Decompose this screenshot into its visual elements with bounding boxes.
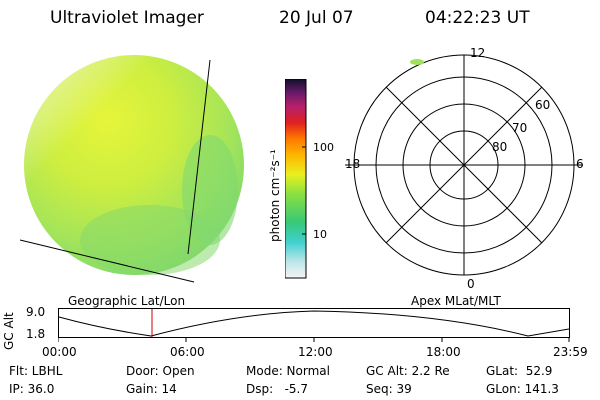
info-glat: GLat: 52.9 — [486, 364, 553, 378]
uv-disk-image — [19, 55, 244, 283]
info-ip: IP: 36.0 — [9, 382, 55, 396]
time-tick-1800: 18:00 — [426, 345, 461, 359]
aurora-patch — [410, 59, 424, 65]
info-glon: GLon: 141.3 — [486, 382, 559, 396]
instrument-title: Ultraviolet Imager — [50, 8, 204, 28]
altitude-plot — [58, 308, 570, 342]
info-seq: Seq: 39 — [366, 382, 412, 396]
time-label: 04:22:23 UT — [425, 8, 530, 28]
time-tick-0600: 06:00 — [170, 345, 205, 359]
mlt-label-18: 18 — [345, 157, 361, 171]
info-flt: Flt: LBHL — [9, 364, 63, 378]
info-mode: Mode: Normal — [246, 364, 330, 378]
colorbar-tick-100: 100 — [313, 141, 334, 154]
terminator-line — [187, 59, 211, 255]
mlt-label-0: 0 — [467, 277, 475, 291]
polar-plot — [345, 54, 583, 276]
apex-title: Apex MLat/MLT — [411, 294, 501, 308]
time-tick-2359: 23:59 — [553, 345, 588, 359]
altitude-ytick-1: 1.8 — [26, 327, 46, 341]
time-tick-0000: 00:00 — [42, 345, 77, 359]
altitude-ylabel: GC Alt — [2, 312, 16, 350]
date-label: 20 Jul 07 — [279, 8, 354, 28]
altitude-ytick-9: 9.0 — [26, 305, 46, 319]
altitude-plot-frame — [58, 308, 570, 338]
time-tick-1200: 12:00 — [298, 345, 333, 359]
colorbar — [285, 79, 307, 279]
latitude-line — [19, 239, 195, 283]
colorbar-tick-10: 10 — [313, 228, 327, 241]
mlat-label-80: 80 — [492, 140, 508, 154]
info-gc-alt: GC Alt: 2.2 Re — [366, 364, 450, 378]
info-dsp: Dsp: -5.7 — [246, 382, 309, 396]
mlat-label-60: 60 — [535, 98, 551, 112]
colorbar-unit-label: photon cm⁻²s⁻¹ — [268, 149, 282, 242]
altitude-curve — [58, 310, 570, 337]
info-door: Door: Open — [126, 364, 195, 378]
geographic-title: Geographic Lat/Lon — [68, 294, 186, 308]
info-gain: Gain: 14 — [126, 382, 177, 396]
mlat-label-70: 70 — [512, 121, 528, 135]
mlt-label-12: 12 — [470, 46, 486, 60]
mlt-label-6: 6 — [576, 157, 584, 171]
